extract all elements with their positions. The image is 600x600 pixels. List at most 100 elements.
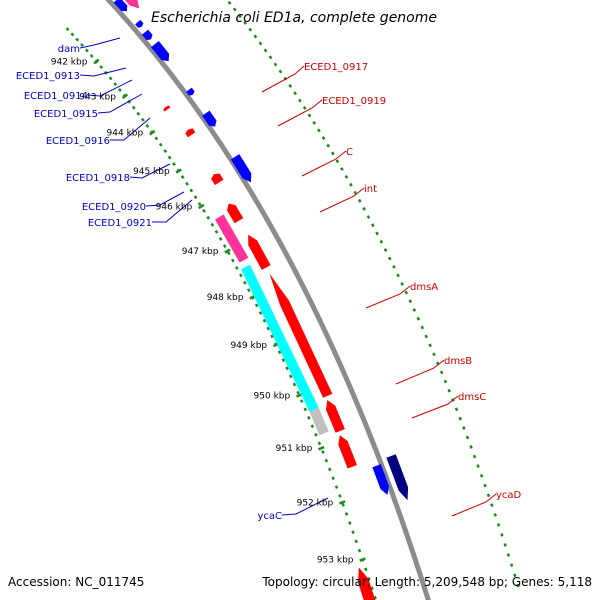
tick-dot — [189, 188, 194, 193]
tick-dot — [293, 91, 297, 96]
tick-dot — [324, 458, 329, 463]
scale-tick-label: 945 kbp — [133, 167, 170, 177]
tick-dot — [428, 343, 432, 348]
scale-tick — [175, 168, 182, 174]
gene-feature — [309, 407, 329, 436]
topology-text: Topology: circular; Length: 5,209,548 bp… — [262, 575, 592, 589]
tick-dot — [163, 149, 168, 154]
tick-dot — [140, 117, 145, 122]
label-leader — [277, 99, 323, 127]
tick-dot — [328, 467, 332, 472]
label-leader — [110, 117, 151, 141]
tick-dot — [281, 358, 286, 363]
label-leader — [87, 79, 133, 97]
tick-dot — [348, 521, 352, 525]
tick-dot — [89, 54, 94, 58]
gene-feature — [211, 173, 224, 186]
tick-dot — [366, 215, 371, 219]
tick-dot — [247, 288, 251, 293]
tick-dot — [262, 318, 267, 323]
tick-dot — [412, 308, 417, 312]
tick-dot — [136, 111, 141, 116]
tick-dot — [331, 476, 335, 481]
tick-dot — [307, 415, 311, 420]
tick-dot — [302, 106, 307, 110]
tick-dot — [202, 208, 206, 213]
tick-dot — [258, 311, 263, 315]
inner-tick-row — [65, 27, 377, 600]
label-leader — [301, 150, 347, 177]
label-leader — [411, 395, 459, 419]
gene-feature — [386, 454, 409, 501]
gene-label: ECED1_0917 — [304, 62, 368, 73]
tick-dot — [506, 553, 511, 557]
tick-dot — [476, 464, 480, 468]
tick-rows — [65, 0, 520, 600]
tick-dot — [185, 181, 189, 186]
tick-dot — [462, 426, 466, 430]
tick-dot — [367, 576, 371, 581]
tick-dot — [197, 202, 202, 206]
tick-dot — [387, 256, 392, 261]
tick-dot — [235, 265, 239, 270]
tick-dot — [222, 244, 227, 249]
gene-label: dam — [58, 44, 80, 55]
tick-dot — [357, 548, 362, 553]
tick-dot — [108, 76, 113, 81]
tick-dot — [364, 567, 368, 572]
gene-label: ECED1_0915 — [34, 109, 98, 120]
tick-dot — [214, 229, 219, 234]
scale-tick — [339, 500, 346, 505]
scale-tick — [359, 557, 366, 562]
scale-tick — [295, 393, 303, 398]
tick-dot — [493, 513, 497, 517]
tick-dot — [154, 136, 159, 141]
gene-label: ECED1_0916 — [46, 136, 110, 147]
tick-dot — [307, 113, 312, 118]
tick-dot — [239, 273, 243, 278]
gene-feature — [230, 154, 252, 183]
gene-feature — [135, 19, 144, 28]
tick-dot — [373, 595, 377, 600]
tick-dot — [344, 174, 349, 179]
tick-dot — [513, 573, 517, 578]
tick-dot — [75, 37, 80, 42]
label-leader — [395, 359, 445, 385]
tick-dot — [353, 190, 358, 195]
gene-label: ECED1_0921 — [88, 218, 152, 229]
tick-dot — [312, 120, 317, 125]
tick-dot — [400, 282, 404, 286]
gene-label: dmsC — [458, 392, 486, 403]
gene-label: int — [364, 184, 377, 195]
tick-dot — [254, 303, 259, 308]
tick-dot — [277, 350, 282, 355]
gene-feature — [202, 110, 217, 127]
label-leader — [281, 497, 329, 516]
scale-tick — [121, 93, 129, 100]
scale-tick-label: 953 kbp — [317, 556, 354, 566]
gene-feature — [241, 264, 319, 412]
tick-dot — [288, 374, 293, 379]
tick-dot — [65, 27, 70, 32]
tick-dot — [296, 390, 300, 395]
gene-label: dmsA — [410, 282, 438, 293]
tick-dot — [344, 512, 349, 516]
label-leader — [365, 285, 411, 309]
scale-tick-label: 949 kbp — [230, 341, 267, 351]
gene-feature — [214, 214, 249, 263]
tick-dot — [113, 82, 118, 87]
gene-feature — [185, 128, 196, 138]
tick-dot — [326, 143, 331, 148]
tick-dot — [503, 543, 507, 547]
tick-dot — [206, 215, 211, 220]
outer-tick-row — [227, 0, 520, 588]
tick-dot — [232, 7, 237, 12]
label-leader — [152, 199, 193, 223]
tick-dot — [500, 533, 504, 537]
label-leader — [261, 65, 305, 93]
tick-dot — [362, 206, 366, 211]
tick-dot — [270, 334, 274, 339]
scale-tick-label: 942 kbp — [51, 58, 88, 68]
